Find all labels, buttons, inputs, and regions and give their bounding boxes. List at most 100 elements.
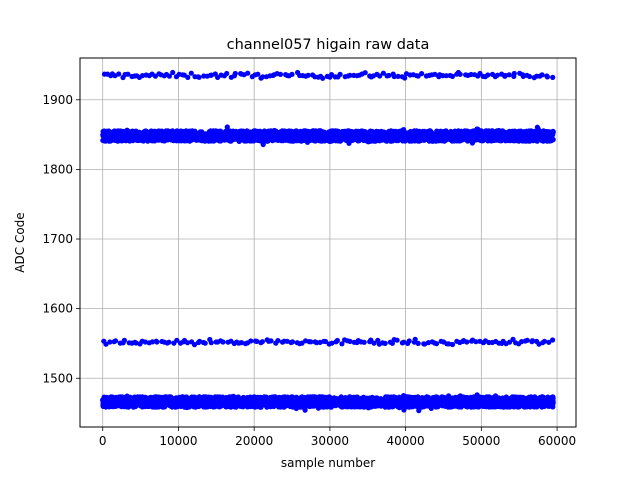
data-point-2828 (334, 337, 340, 344)
data-point-2678 (525, 133, 531, 139)
data-point-2768 (154, 339, 160, 345)
data-point-2824 (322, 338, 329, 345)
data-point-2786 (208, 340, 214, 346)
data-point-23 (170, 69, 176, 76)
data-point-2510 (188, 137, 194, 143)
data-point-2778 (184, 340, 191, 346)
data-point-2572 (153, 132, 159, 138)
data-point-2592 (303, 134, 309, 140)
data-point-2690 (178, 129, 184, 135)
data-point-2600 (494, 131, 500, 137)
data-point-82 (347, 72, 353, 78)
data-point-4868 (204, 394, 210, 400)
data-point-2606 (451, 138, 457, 144)
data-point-2642 (480, 136, 486, 143)
data-point-110 (432, 71, 438, 77)
data-point-2227 (534, 124, 541, 130)
data-point-128 (485, 72, 491, 78)
data-point-2752 (107, 339, 113, 345)
data-point-2740 (416, 128, 423, 134)
data-point-2852 (406, 338, 412, 344)
data-point-2826 (329, 340, 335, 346)
data-point-2668 (311, 136, 317, 142)
data-point-2861 (433, 341, 440, 347)
data-point-2829 (339, 341, 345, 347)
data-point-2439 (230, 131, 236, 137)
data-point-2703 (278, 138, 285, 144)
data-point-2850 (401, 339, 407, 345)
data-point-2840 (371, 340, 377, 346)
data-point-2702 (347, 136, 353, 142)
data-point-2722 (393, 128, 399, 134)
data-point-4915 (378, 396, 384, 402)
data-point-2626 (541, 128, 547, 134)
data-point-2679 (112, 137, 118, 143)
data-point-2897 (541, 338, 548, 344)
data-point-8 (125, 71, 131, 77)
data-point-2724 (511, 132, 517, 138)
data-point-2893 (529, 338, 536, 344)
data-point-2751 (103, 341, 109, 347)
data-point-2445 (334, 128, 340, 135)
data-point-149 (550, 74, 556, 80)
data-point-2747 (140, 133, 146, 139)
data-point-22 (166, 73, 172, 79)
data-point-68 (305, 72, 311, 78)
data-point-2654 (206, 138, 212, 144)
data-point-2709 (391, 137, 397, 143)
data-point-2728 (149, 136, 155, 142)
data-point-2757 (121, 337, 127, 343)
data-point-2733 (372, 138, 378, 144)
data-point-98 (395, 73, 401, 79)
data-point-135 (506, 72, 512, 78)
data-point-2586 (413, 132, 419, 138)
data-point-2559 (224, 124, 230, 130)
data-point-44 (232, 70, 238, 77)
data-point-2743 (441, 135, 447, 142)
data-point-2738 (546, 132, 552, 138)
data-point-2832 (347, 338, 353, 344)
data-point-2766 (149, 339, 155, 345)
data-point-2640 (116, 128, 122, 134)
data-point-2635 (106, 138, 112, 144)
data-point-2630 (425, 128, 431, 134)
data-point-2813 (289, 339, 296, 345)
data-point-2472 (468, 129, 474, 135)
data-point-2653 (479, 129, 485, 135)
data-point-2618 (534, 131, 540, 137)
data-point-2764 (142, 339, 148, 345)
data-point-2689 (405, 130, 411, 136)
data-point-2780 (191, 342, 198, 348)
data-point-106 (419, 71, 425, 77)
data-point-2866 (449, 341, 456, 348)
data-point-2784 (202, 340, 208, 346)
data-point-2598 (302, 128, 308, 134)
data-point-2754 (113, 338, 119, 344)
data-point-2670 (486, 134, 492, 140)
data-point-2705 (464, 138, 471, 144)
data-point-2718 (165, 131, 171, 137)
data-point-2579 (209, 130, 215, 136)
data-point-2694 (506, 130, 512, 136)
data-point-1954 (151, 128, 158, 134)
data-point-87 (362, 70, 368, 76)
data-point-2671 (106, 128, 112, 134)
data-point-2422 (398, 128, 404, 134)
data-point-2741 (424, 135, 430, 141)
data-point-2371 (260, 141, 266, 148)
data-point-2742 (162, 136, 168, 142)
data-point-2672 (270, 136, 276, 142)
data-point-2491 (143, 128, 149, 135)
data-point-2636 (428, 135, 434, 142)
data-point-2714 (169, 134, 175, 140)
data-point-2700 (245, 130, 251, 136)
data-point-2701 (376, 135, 382, 141)
data-point-2706 (317, 135, 323, 142)
data-point-32 (196, 74, 202, 80)
data-point-2729 (274, 133, 280, 139)
data-point-2745 (290, 136, 296, 142)
data-point-2720 (121, 136, 127, 142)
data-point-2871 (464, 339, 470, 345)
data-point-2772 (166, 339, 172, 345)
data-point-2837 (361, 339, 367, 345)
